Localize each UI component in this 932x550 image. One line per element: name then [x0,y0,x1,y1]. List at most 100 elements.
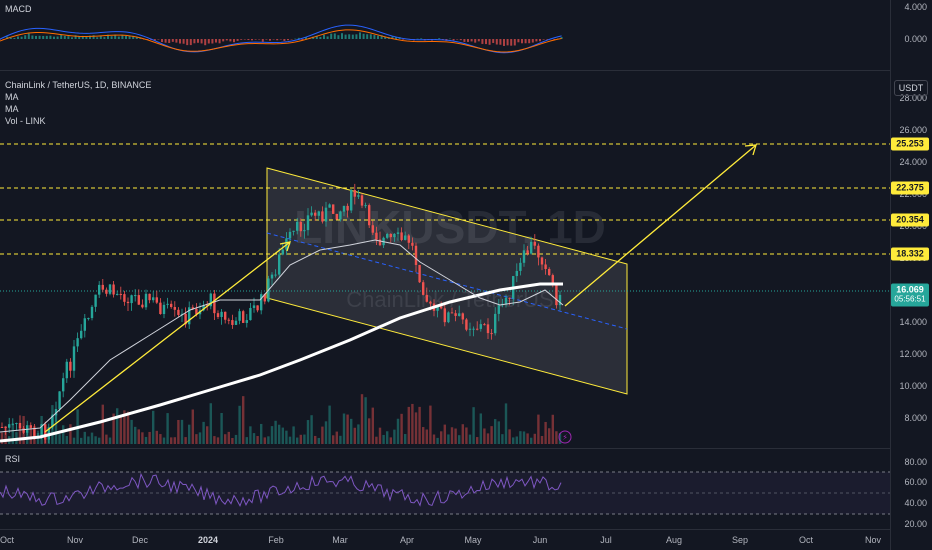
ma-50-line[interactable] [0,239,564,433]
macd-histogram-bar [495,39,498,45]
volume-bar [116,408,119,444]
volume-bar [357,424,360,444]
pane-separator[interactable] [0,70,932,71]
macd-histogram-bar [369,34,372,39]
macd-histogram-bar [233,39,235,43]
macd-histogram-bar [467,39,469,42]
volume-bar [548,428,551,444]
volume-bar [432,434,436,444]
last-price-tag[interactable]: 16.069 05:56:51 [891,283,929,307]
lightning-icon[interactable] [558,430,572,444]
macd-histogram-bar [161,39,163,43]
candle [116,293,119,295]
volume-bar [249,426,252,444]
horizontal-levels[interactable] [0,143,890,255]
pane-separator[interactable] [0,448,932,449]
volume-bar [501,434,504,444]
volume-bar [126,411,130,444]
candle [152,297,155,301]
volume-bar [162,437,166,444]
volume-bar [98,437,101,444]
indicator-ma-1[interactable]: MA [5,92,19,102]
volume-bar [137,429,140,444]
candle [368,205,371,226]
level-tag[interactable]: 20.354 [891,213,929,227]
candle [177,309,180,315]
macd-histogram-bar [503,39,505,46]
candle [296,221,299,231]
candle [159,302,162,315]
volume-bar [306,420,310,444]
macd-pane[interactable]: MACD [0,0,890,70]
candle [353,190,356,197]
candle [400,232,403,241]
indicator-volume[interactable]: Vol - LINK [5,116,46,126]
volume-bar [310,415,313,444]
candle [224,311,227,320]
macd-histogram-bar [135,37,138,39]
volume-bar [148,431,151,444]
candle [458,313,461,316]
volume-bar [458,435,461,444]
rsi-pane[interactable]: RSI [0,449,890,529]
macd-histogram-bar [355,34,358,39]
volume-bar [105,434,108,444]
candle [465,319,468,330]
volume-bar [198,432,202,444]
candle [242,311,245,323]
channel-midline[interactable] [266,232,628,330]
candle [220,311,223,317]
volume-bar [339,435,342,444]
level-tag[interactable]: 25.253 [891,137,929,151]
volume-bar [490,426,493,444]
volume-bar [209,403,212,444]
macd-histogram-bar [535,39,538,42]
parallel-channel[interactable] [266,167,628,395]
ma-200-line[interactable] [0,282,563,443]
trend-arrows[interactable] [44,144,757,433]
volume-bar [508,429,511,444]
macd-histogram-bar [24,35,27,39]
macd-histogram-bar [524,39,527,44]
volume-bar [526,433,529,444]
volume-bar [422,427,425,444]
volume-bar [256,436,259,444]
candle [306,215,310,231]
indicator-ma-2[interactable]: MA [5,104,19,114]
volume-bar [375,436,378,444]
macd-histogram-bar [420,38,423,39]
chart-title[interactable]: ChainLink / TetherUS, 1D, BINANCE [5,80,152,90]
macd-histogram-bar [71,37,73,39]
macd-histogram-bar [103,37,106,39]
candle [440,306,443,309]
price-tick: 10.000 [899,381,927,391]
candle [494,313,497,334]
volume-bar [141,432,144,444]
volume-bar [476,437,479,444]
volume-bar [400,413,403,444]
candle [252,305,256,308]
volume-bar [134,426,137,444]
currency-selector[interactable]: USDT [894,80,928,96]
price-axis[interactable]: 4.000 0.000 28.000 26.000 24.000 22.000 … [890,0,932,550]
candle [339,211,342,220]
macd-histogram-bar [35,35,37,39]
macd-histogram-bar [546,39,549,40]
level-tag[interactable]: 18.332 [891,247,929,261]
candle [11,423,14,425]
macd-histogram-bar [9,37,12,39]
price-pane[interactable]: LINKUSDT, 1D ChainLink / TetherUS ⚡ [0,71,890,448]
volume-bar [191,409,194,444]
macd-histogram-bar [38,35,41,39]
rsi-tick: 80.00 [904,457,927,467]
macd-histogram-bar [229,39,232,42]
candle [490,333,493,335]
candle [18,422,22,429]
macd-histogram-bar [265,39,268,40]
level-tag[interactable]: 22.375 [891,181,929,195]
volume-bar [227,431,230,444]
macd-histogram-bar [193,39,196,44]
macd-histogram-bar [258,39,261,40]
volume-bar [83,431,86,444]
x-label: Mar [332,535,348,545]
